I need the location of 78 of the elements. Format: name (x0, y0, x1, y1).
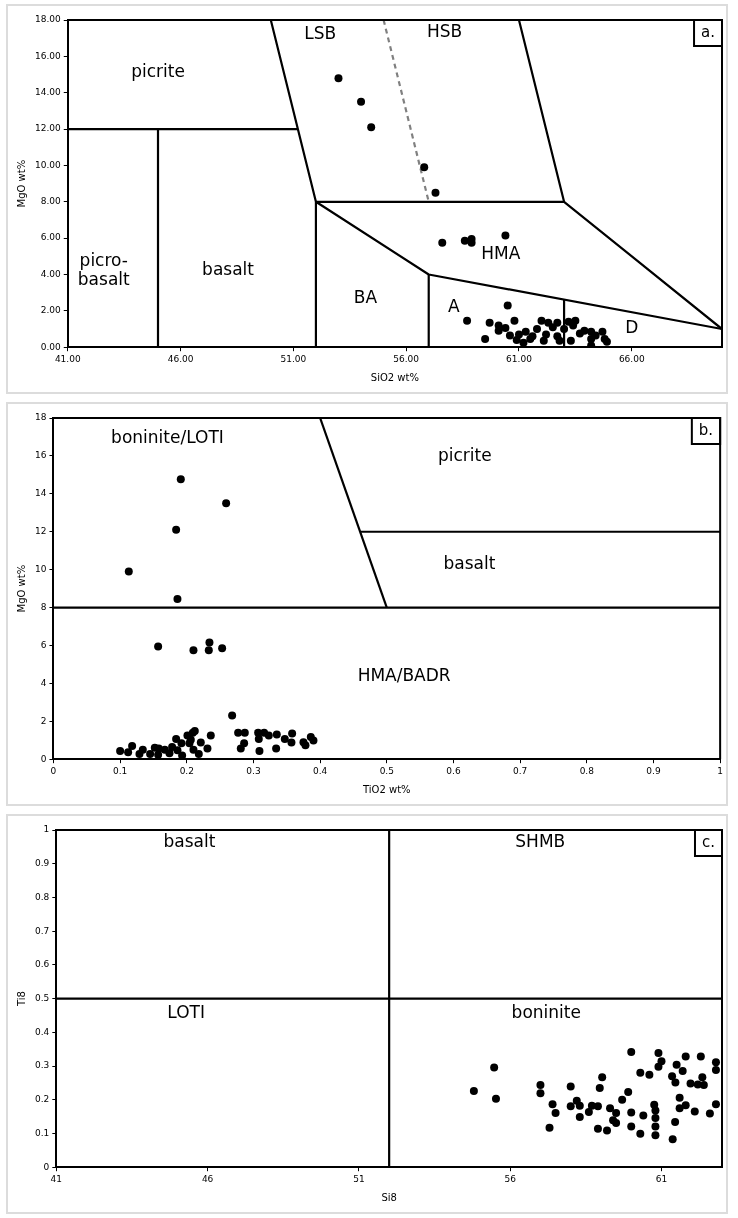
x-tick-label: 56 (504, 1173, 517, 1184)
y-tick-label: 6 (40, 639, 47, 650)
y-tick-label: 4 (40, 677, 47, 688)
x-tick-label: 56.00 (393, 353, 420, 364)
x-tick-label: 0.2 (179, 765, 194, 776)
y-tick-label: 0.1 (34, 1127, 50, 1138)
x-tick-label: 41.00 (54, 353, 81, 364)
annotation: picrite (437, 445, 492, 466)
annotation: SHMB (515, 830, 566, 851)
y-tick-label: 4.00 (40, 268, 62, 279)
x-tick-label: 0.4 (312, 765, 328, 776)
x-axis-title: TiO2 wt% (362, 783, 411, 795)
annotation: c. (701, 832, 715, 851)
annotation: basalt (202, 259, 255, 280)
y-tick-label: 0.8 (34, 891, 50, 902)
y-tick-label: 0.5 (34, 992, 50, 1003)
x-tick-label: 66.00 (618, 353, 645, 364)
y-tick-label: 1 (43, 824, 50, 835)
x-tick-label: 0.6 (446, 765, 461, 776)
x-tick-label: 51.00 (280, 353, 307, 364)
x-tick-label: 0.1 (112, 765, 128, 776)
y-tick-label: 0.3 (34, 1060, 50, 1071)
annotation: HSB (426, 21, 463, 42)
y-tick-label: 6.00 (40, 232, 62, 243)
y-tick-label: 0.7 (34, 925, 50, 936)
annotation: picro- basalt (77, 249, 131, 289)
y-tick-label: 0 (40, 753, 47, 764)
annotation: A (447, 295, 460, 316)
y-axis-title: MgO wt% (15, 159, 27, 208)
annotation: boninite/LOTI (111, 427, 224, 448)
y-tick-label: 10 (35, 563, 47, 574)
y-tick-label: 8.00 (40, 196, 62, 207)
y-tick-label: 8 (40, 601, 47, 612)
x-tick-label: 41 (50, 1173, 63, 1184)
y-tick-label: 2.00 (40, 305, 62, 316)
y-tick-label: 0.9 (34, 858, 50, 869)
annotation: boninite (511, 1001, 581, 1022)
annotation: BA (353, 286, 378, 307)
x-tick-label: 1 (717, 765, 723, 776)
x-tick-label: 46 (201, 1173, 214, 1184)
x-tick-label: 0.9 (646, 765, 661, 776)
y-tick-label: 16.00 (35, 50, 62, 61)
y-tick-label: 12.00 (35, 123, 62, 134)
annotation: LSB (304, 22, 337, 43)
y-tick-label: 0.2 (34, 1094, 50, 1105)
annotation: basalt (163, 830, 216, 851)
x-axis-title: SiO2 wt% (370, 371, 419, 383)
y-tick-label: 0.00 (40, 341, 62, 352)
annotation: basalt (443, 553, 496, 574)
x-tick-label: 61 (655, 1173, 668, 1184)
y-tick-label: 0 (43, 1161, 50, 1172)
y-tick-label: 16 (35, 450, 47, 461)
annotation: LOTI (167, 1001, 205, 1022)
annotation: picrite (131, 61, 185, 82)
annotation: D (625, 316, 639, 337)
y-axis-title: MgO wt% (15, 564, 27, 613)
x-tick-label: 0.5 (379, 765, 394, 776)
x-tick-label: 51 (353, 1173, 365, 1184)
x-tick-label: 0.8 (579, 765, 595, 776)
x-tick-label: 46.00 (167, 353, 194, 364)
x-tick-label: 61.00 (506, 353, 533, 364)
y-tick-label: 10.00 (35, 159, 62, 170)
annotation: a. (701, 22, 715, 41)
y-tick-label: 0.4 (34, 1026, 50, 1037)
y-tick-label: 0.6 (34, 959, 50, 970)
x-axis-title: Si8 (381, 1191, 397, 1203)
x-tick-label: 0.7 (512, 765, 528, 776)
y-tick-label: 18.00 (35, 14, 62, 25)
annotation: b. (698, 420, 714, 439)
y-tick-label: 14 (35, 488, 47, 499)
annotation: HMA (481, 243, 521, 264)
y-axis-title: Ti8 (15, 991, 27, 1008)
y-tick-label: 18 (35, 412, 47, 423)
annotation: HMA/BADR (357, 665, 451, 686)
y-tick-label: 12 (35, 526, 47, 537)
y-tick-label: 2 (40, 715, 47, 726)
x-tick-label: 0.3 (246, 765, 261, 776)
y-tick-label: 14.00 (35, 87, 62, 98)
